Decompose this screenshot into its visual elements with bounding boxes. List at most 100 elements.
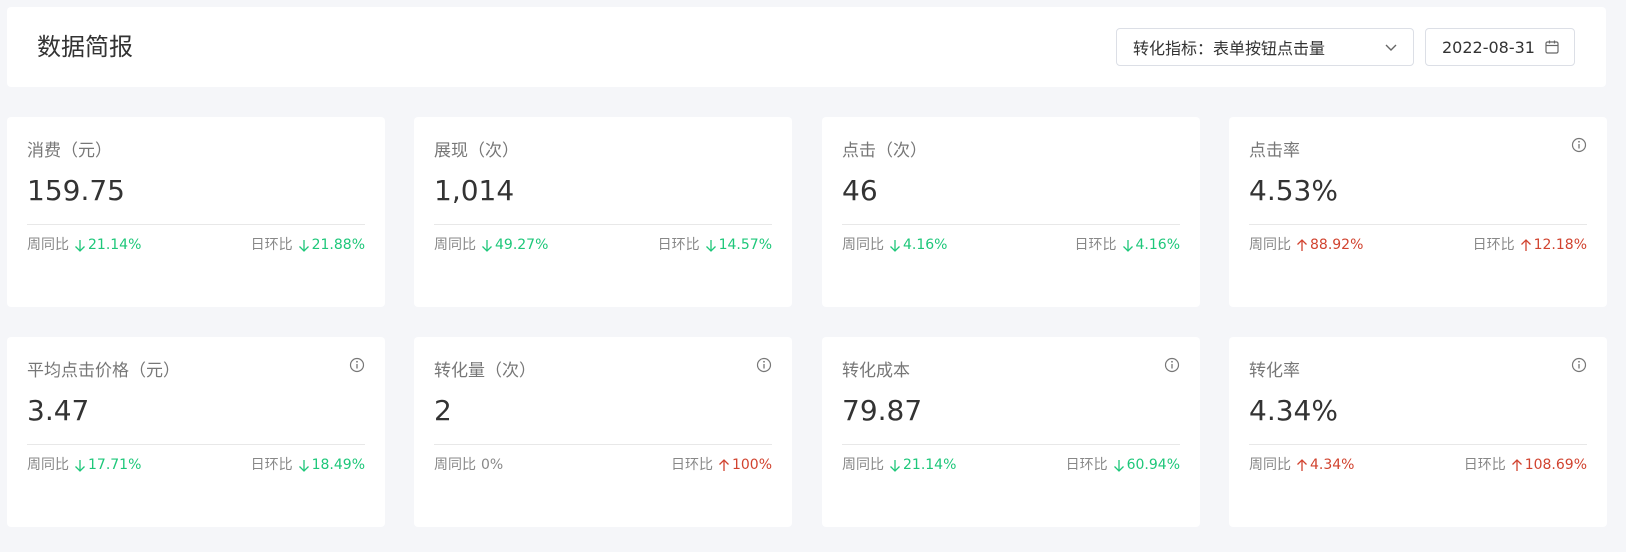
dod-delta: 100% [718,454,772,476]
calendar-icon [1545,40,1559,54]
week-over-week: 周同比 0% [434,454,503,476]
arrow-down-icon [890,459,900,472]
dod-label: 日环比 [1065,457,1108,473]
info-icon[interactable] [756,357,772,373]
wow-value: 4.34% [1310,457,1355,473]
wow-label: 周同比 [842,457,884,473]
metric-value: 46 [842,174,878,207]
metric-value: 3.47 [27,394,90,427]
wow-delta: 21.14% [74,234,141,256]
dod-value: 108.69% [1524,457,1587,473]
day-over-day: 日环比 18.49% [251,454,365,476]
day-over-day: 日环比 12.18% [1473,234,1587,256]
dod-label: 日环比 [1463,457,1506,473]
arrow-up-icon [719,458,729,471]
dod-value: 100% [731,457,772,473]
arrow-down-icon [890,239,900,252]
wow-label: 周同比 [434,457,476,473]
week-over-week: 周同比 4.16% [842,234,947,256]
arrow-up-icon [1297,458,1307,471]
wow-value: 21.14% [903,457,957,473]
wow-value: 0% [481,457,504,473]
week-over-week: 周同比 88.92% [1249,234,1363,256]
dod-value: 21.88% [311,237,365,253]
metric-card: 点击率 4.53% 周同比 88.92% 日环比 12.18% [1229,117,1607,307]
dod-delta: 60.94% [1113,454,1180,476]
wow-delta: 0% [481,454,503,476]
metric-label: 点击率 [1249,141,1300,161]
metric-value: 4.53% [1249,174,1338,207]
wow-value: 88.92% [1310,237,1364,253]
date-value: 2022-08-31 [1442,37,1535,57]
metric-value: 1,014 [434,174,515,207]
day-over-day: 日环比 21.88% [251,234,365,256]
wow-label: 周同比 [434,237,476,253]
divider [1249,224,1587,225]
info-icon[interactable] [1164,357,1180,373]
dod-value: 60.94% [1126,457,1180,473]
page-title: 数据简报 [37,33,133,61]
metric-card: 消费（元） 159.75 周同比 21.14% 日环比 21.88% [7,117,385,307]
arrow-down-icon [75,459,85,472]
day-over-day: 日环比 4.16% [1075,234,1180,256]
divider [434,224,772,225]
date-picker[interactable]: 2022-08-31 [1425,28,1575,66]
dod-value: 14.57% [718,237,772,253]
week-over-week: 周同比 4.34% [1249,454,1354,476]
metric-label: 转化率 [1249,361,1300,381]
metric-label: 转化成本 [842,361,910,381]
wow-delta: 21.14% [889,454,956,476]
dod-value: 18.49% [311,457,365,473]
report-header: 数据简报 转化指标：表单按钮点击量 2022-08-31 [7,7,1606,87]
dod-value: 4.16% [1135,237,1180,253]
wow-delta: 49.27% [481,234,548,256]
dod-label: 日环比 [657,237,700,253]
week-over-week: 周同比 17.71% [27,454,141,476]
week-over-week: 周同比 21.14% [27,234,141,256]
dod-delta: 108.69% [1511,454,1587,476]
dod-delta: 12.18% [1520,234,1587,256]
divider [27,224,365,225]
divider [1249,444,1587,445]
dod-label: 日环比 [670,457,713,473]
dod-label: 日环比 [250,457,293,473]
metric-card: 转化量（次） 2 周同比 0% 日环比 100% [414,337,792,527]
metric-card: 转化率 4.34% 周同比 4.34% 日环比 108.69% [1229,337,1607,527]
divider [27,444,365,445]
wow-delta: 88.92% [1296,234,1363,256]
arrow-down-icon [298,239,309,252]
week-over-week: 周同比 49.27% [434,234,548,256]
metric-select[interactable]: 转化指标：表单按钮点击量 [1116,28,1414,66]
metric-select-value: 转化指标：表单按钮点击量 [1133,39,1326,58]
wow-delta: 4.16% [889,234,947,256]
wow-delta: 17.71% [74,454,141,476]
info-icon[interactable] [1571,357,1587,373]
dod-delta: 14.57% [705,234,772,256]
metric-card: 转化成本 79.87 周同比 21.14% 日环比 60.94% [822,337,1200,527]
metric-card: 展现（次） 1,014 周同比 49.27% 日环比 14.57% [414,117,792,307]
day-over-day: 日环比 108.69% [1464,454,1587,476]
info-icon[interactable] [1571,137,1587,153]
info-icon[interactable] [349,357,365,373]
day-over-day: 日环比 100% [671,454,772,476]
dod-label: 日环比 [250,237,293,253]
dod-delta: 18.49% [298,454,365,476]
metric-value: 4.34% [1249,394,1338,427]
arrow-up-icon [1297,238,1307,251]
arrow-down-icon [75,239,85,252]
metric-value: 2 [434,394,452,427]
dod-label: 日环比 [1074,237,1117,253]
arrow-up-icon [1520,238,1531,251]
divider [434,444,772,445]
dod-delta: 21.88% [298,234,365,256]
chevron-down-icon [1385,44,1397,51]
arrow-down-icon [705,239,716,252]
day-over-day: 日环比 14.57% [658,234,772,256]
metric-label: 消费（元） [27,141,112,161]
divider [842,224,1180,225]
wow-label: 周同比 [27,237,69,253]
arrow-up-icon [1511,458,1522,471]
wow-value: 21.14% [88,237,142,253]
divider [842,444,1180,445]
wow-label: 周同比 [842,237,884,253]
